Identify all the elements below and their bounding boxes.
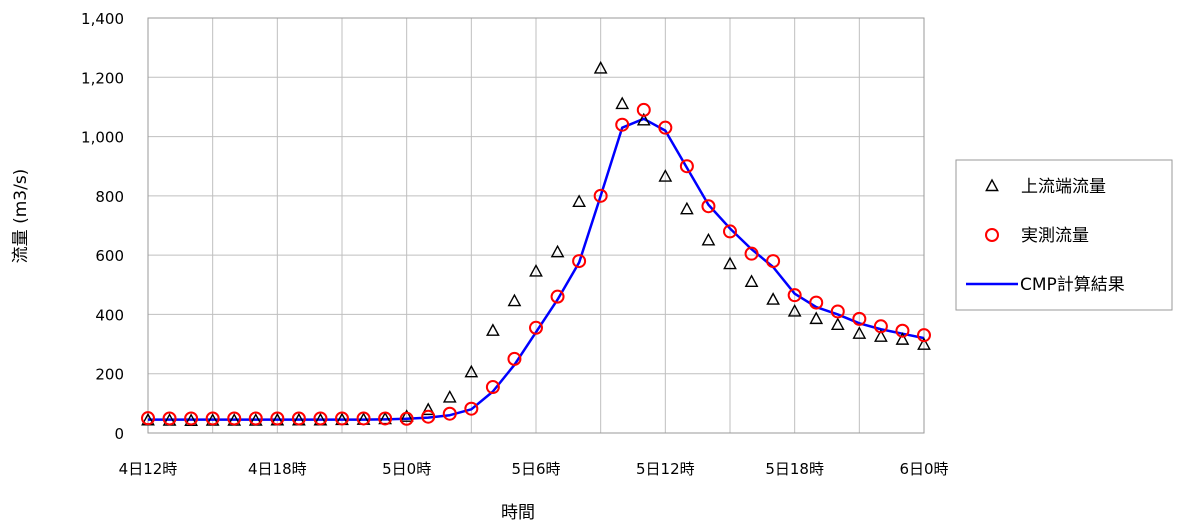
observed-flow-point: [335, 411, 349, 426]
upstream-flow-point: [895, 332, 910, 345]
x-tick-label: 5日0時: [382, 460, 431, 478]
y-tick-label: 1,400: [81, 10, 124, 28]
x-tick-label: 5日12時: [636, 460, 695, 478]
upstream-flow-point: [723, 256, 737, 270]
upstream-flow-point: [852, 326, 867, 339]
y-tick-label: 600: [95, 247, 124, 265]
y-tick-label: 1,000: [81, 129, 124, 147]
observed-flow-point: [701, 199, 716, 214]
upstream-flow-point: [529, 263, 543, 277]
legend-label: 実測流量: [1021, 226, 1089, 246]
observed-flow-point: [227, 411, 242, 426]
observed-flow-point: [529, 320, 543, 335]
observed-flow-point: [766, 254, 781, 269]
upstream-flow-point: [399, 409, 414, 422]
x-axis-ticks: 4日12時 4日18時 5日0時 5日6時 5日12時 5日18時 6日0時: [119, 460, 949, 478]
observed-flow-point: [442, 406, 457, 421]
y-tick-label: 400: [95, 306, 124, 324]
plot-area: [141, 60, 931, 427]
x-tick-label: 6日0時: [899, 460, 948, 478]
observed-flow-point: [852, 311, 867, 326]
upstream-flow-point: [830, 317, 845, 331]
upstream-flow-point: [766, 292, 780, 305]
observed-flow-point: [917, 328, 931, 343]
upstream-flow-point: [507, 293, 522, 307]
observed-flow-point: [291, 411, 306, 426]
observed-flow-point: [141, 411, 155, 426]
grid: [147, 17, 925, 434]
y-tick-label: 800: [95, 188, 124, 206]
upstream-flow-point: [787, 303, 802, 317]
observed-flow-point: [248, 411, 263, 426]
x-tick-label: 5日18時: [765, 460, 824, 478]
upstream-flow-point: [572, 194, 586, 207]
observed-flow-point: [723, 224, 737, 239]
upstream-flow-point: [744, 274, 759, 288]
observed-flow-point: [378, 411, 393, 426]
observed-flow-point: [593, 188, 608, 203]
observed-flow-point: [572, 254, 587, 269]
y-axis-title: 流量 (m3/s): [11, 169, 31, 264]
observed-flow-point: [658, 120, 673, 135]
upstream-flow-point: [636, 112, 651, 126]
observed-flow-point: [873, 319, 888, 334]
upstream-flow-point: [486, 323, 500, 336]
legend-circle-marker: [985, 228, 999, 242]
observed-flow-point: [615, 117, 630, 132]
observed-flow-point: [205, 411, 220, 426]
observed-flow-point: [464, 401, 479, 416]
x-tick-label: 4日18時: [248, 460, 307, 478]
observed-flow-point: [830, 304, 845, 319]
y-tick-label: 200: [95, 366, 124, 384]
observed-flow-point: [809, 295, 824, 310]
observed-flow-point: [787, 288, 802, 303]
series-line-cmp: [148, 117, 925, 421]
observed-flow-point: [356, 411, 371, 426]
observed-flow-point: [485, 380, 500, 395]
plot-frame: [147, 17, 925, 434]
upstream-flow-point: [701, 232, 716, 246]
upstream-flow-point: [464, 364, 479, 378]
upstream-flow-point: [421, 402, 436, 416]
observed-flow-point: [550, 289, 565, 304]
observed-flow-point: [507, 351, 522, 366]
upstream-flow-point: [550, 244, 565, 258]
upstream-flow-point: [658, 169, 673, 182]
observed-flow-point: [679, 159, 694, 174]
y-tick-label: 1,200: [81, 69, 124, 87]
observed-flow-point: [399, 411, 414, 426]
x-tick-label: 4日12時: [119, 460, 178, 478]
x-axis-title: 時間: [501, 503, 535, 523]
upstream-flow-point: [615, 96, 630, 110]
observed-flow-point: [313, 411, 328, 426]
observed-flow-point: [744, 246, 759, 261]
observed-flow-point: [270, 411, 285, 426]
observed-flow-point: [184, 411, 199, 426]
x-tick-label: 5日6時: [511, 460, 560, 478]
upstream-flow-point: [809, 311, 824, 325]
legend-label: 上流端流量: [1021, 177, 1106, 197]
observed-flow-point: [421, 409, 436, 424]
legend-triangle-marker: [985, 178, 999, 192]
y-axis-ticks: 0 200 400 600 800 1,000 1,200 1,400: [81, 10, 124, 443]
observed-flow-point: [636, 102, 651, 117]
upstream-flow-point: [593, 60, 608, 74]
upstream-flow-point: [917, 337, 931, 350]
upstream-flow-point: [442, 389, 457, 403]
upstream-flow-point: [874, 329, 888, 342]
y-tick-label: 0: [114, 425, 124, 443]
observed-flow-point: [162, 411, 177, 426]
upstream-flow-point: [680, 201, 694, 215]
legend-label: CMP計算結果: [1020, 275, 1125, 295]
observed-flow-point: [895, 323, 910, 338]
